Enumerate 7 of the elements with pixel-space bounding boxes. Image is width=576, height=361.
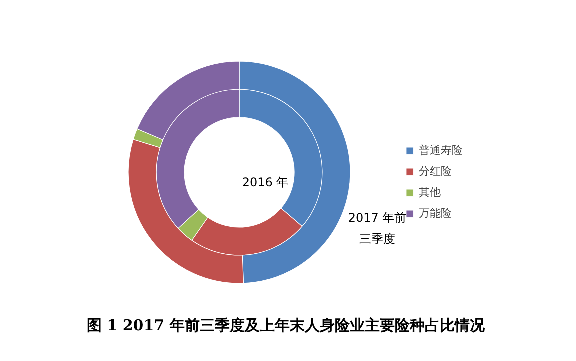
slice-label: 2016 年 (242, 176, 289, 190)
legend-label: 普通寿险 (419, 143, 463, 158)
legend-label: 万能险 (419, 206, 452, 221)
text: 图 1 2017 年前三季度及上年末人身险业主要险种占比情况 (86, 316, 486, 334)
slice-label: 2017 年前三季度 (348, 211, 407, 246)
legend-label: 分红险 (419, 164, 452, 179)
legend-label: 其他 (419, 185, 441, 200)
